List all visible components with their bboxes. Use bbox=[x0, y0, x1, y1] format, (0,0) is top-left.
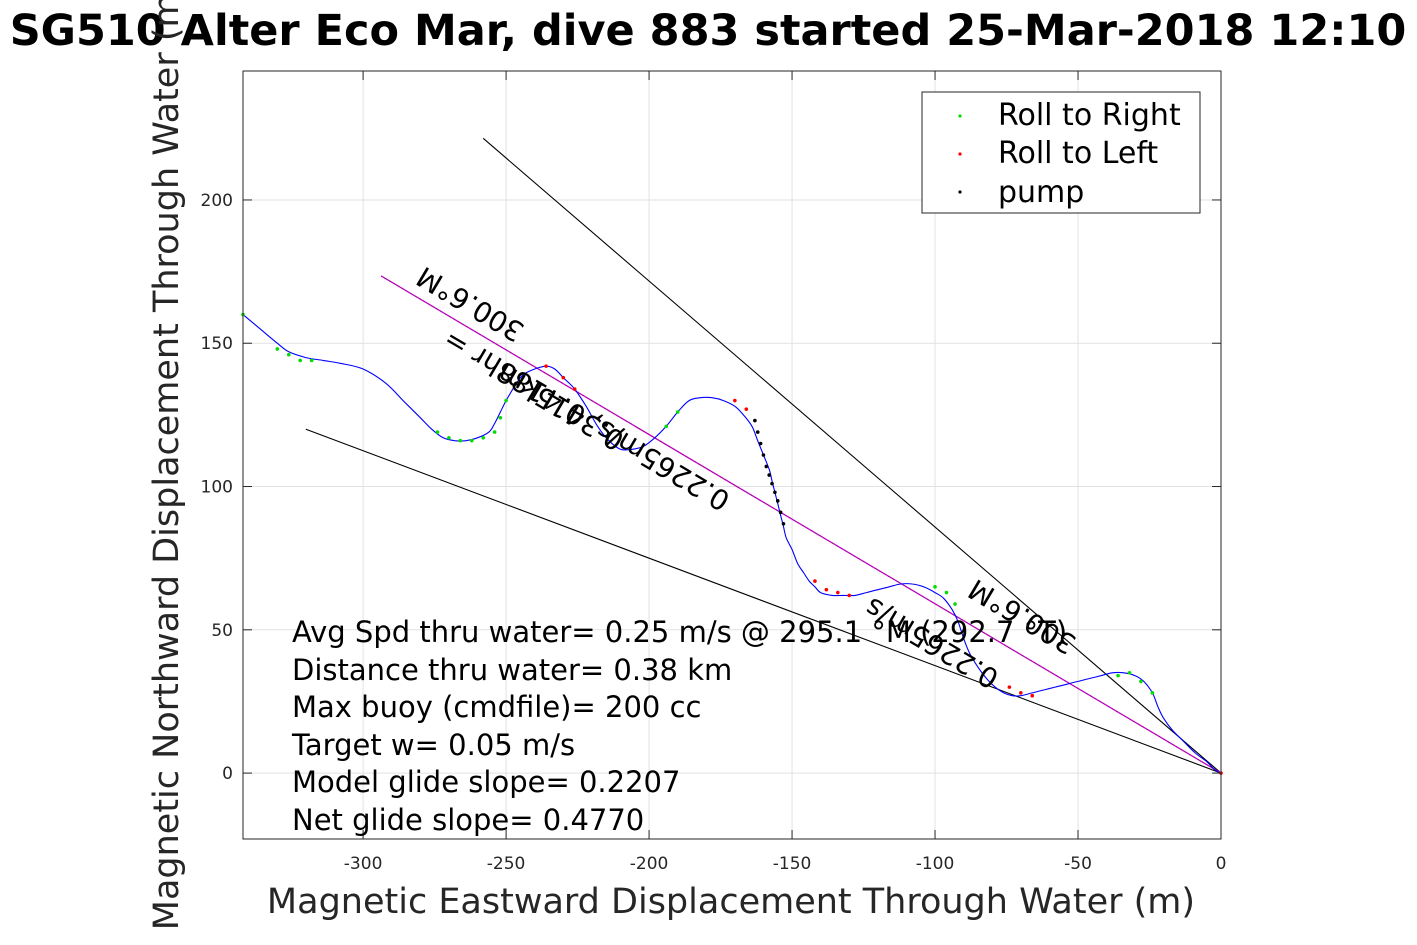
legend-label-pump: pump bbox=[998, 175, 1084, 210]
x-tick-label: -100 bbox=[916, 854, 955, 874]
roll-right-point bbox=[1150, 691, 1155, 695]
track-line bbox=[242, 314, 1222, 774]
x-tick-label: -50 bbox=[1064, 854, 1092, 874]
grid-lines bbox=[243, 71, 1222, 839]
legend-marker-roll-left bbox=[958, 152, 962, 156]
target-w-text: Target w= 0.05 m/s bbox=[291, 728, 575, 762]
legend-marker-pump bbox=[958, 190, 962, 194]
pump-point bbox=[781, 521, 786, 526]
y-tick-label: 200 bbox=[201, 191, 233, 211]
glide-bound-line bbox=[305, 428, 1222, 774]
avg-speed-text: Avg Spd thru water= 0.25 m/s @ 295.1 °M … bbox=[292, 615, 1067, 649]
pump-point bbox=[770, 481, 774, 486]
roll-right-point bbox=[458, 438, 463, 443]
roll-left-point bbox=[1030, 693, 1035, 698]
x-tick-label: 0 bbox=[1216, 854, 1227, 874]
roll-right-point bbox=[933, 585, 937, 589]
legend-label-roll-left: Roll to Left bbox=[998, 136, 1158, 171]
roll-right-point bbox=[953, 602, 957, 606]
plot-frame bbox=[242, 70, 1222, 840]
pump-point bbox=[764, 464, 769, 469]
pump-point bbox=[778, 510, 783, 515]
roll-right-point bbox=[675, 410, 680, 414]
roll-right-point bbox=[286, 352, 291, 357]
axis-ticks: -300 -250 -200 -150 -100 -50 0 0 50 100 150 200 bbox=[201, 71, 1227, 874]
y-tick-label: 150 bbox=[201, 334, 233, 354]
roll-left-point bbox=[824, 587, 829, 592]
x-tick-label: -200 bbox=[630, 854, 669, 874]
roll-right-point bbox=[1116, 673, 1120, 678]
roll-right-point bbox=[1127, 670, 1132, 675]
roll-right-point bbox=[664, 424, 669, 429]
max-buoy-text: Max buoy (cmdfile)= 200 cc bbox=[292, 690, 701, 724]
pump-point bbox=[761, 453, 766, 457]
roll-left-point bbox=[836, 590, 840, 595]
roll-left-point bbox=[733, 398, 737, 403]
stats-annotation: Avg Spd thru water= 0.25 m/s @ 295.1 °M … bbox=[291, 615, 1067, 837]
roll-right-point bbox=[498, 415, 503, 420]
series-layer bbox=[241, 137, 1223, 775]
legend-marker-roll-right bbox=[958, 114, 962, 118]
y-axis-label: Magnetic Northward Displacement Through … bbox=[147, 0, 187, 930]
chart-title: SG510 Alter Eco Mar, dive 883 started 25… bbox=[10, 6, 1407, 56]
roll-right-point bbox=[504, 398, 508, 403]
roll-right-point bbox=[447, 436, 451, 440]
roll-right-point bbox=[469, 438, 474, 443]
legend-label-roll-right: Roll to Right bbox=[998, 98, 1181, 133]
glide-bound-line bbox=[482, 137, 1222, 774]
roll-right-point bbox=[275, 347, 280, 351]
roll-right-point bbox=[1139, 679, 1143, 684]
roll-right-point bbox=[944, 590, 949, 595]
roll-right-point bbox=[435, 430, 440, 434]
roll-right-point bbox=[309, 358, 314, 363]
legend: Roll to Right Roll to Left pump bbox=[921, 91, 1201, 214]
heading-line bbox=[380, 275, 1222, 774]
net-glide-slope-text: Net glide slope= 0.4770 bbox=[292, 803, 644, 837]
pump-point bbox=[753, 418, 757, 423]
roll-left-point bbox=[1007, 685, 1012, 689]
y-tick-label: 50 bbox=[211, 621, 233, 641]
x-tick-label: -250 bbox=[487, 854, 526, 874]
roll-left-point bbox=[572, 387, 577, 391]
model-glide-slope-text: Model glide slope= 0.2207 bbox=[292, 765, 680, 799]
x-tick-label: -300 bbox=[344, 854, 383, 874]
x-tick-label: -150 bbox=[773, 854, 812, 874]
roll-left-point bbox=[847, 593, 852, 598]
roll-left-point bbox=[813, 579, 817, 583]
pump-point bbox=[773, 490, 777, 495]
x-axis-label: Magnetic Eastward Displacement Through W… bbox=[267, 882, 1195, 922]
roll-left-point bbox=[561, 375, 566, 380]
y-tick-label: 0 bbox=[222, 764, 233, 784]
roll-right-point bbox=[481, 436, 486, 440]
roll-left-point bbox=[544, 364, 548, 368]
roll-left-point bbox=[1019, 691, 1023, 695]
pump-point bbox=[755, 430, 760, 434]
pump-point bbox=[758, 441, 763, 446]
roll-left-point bbox=[744, 407, 749, 411]
roll-right-point bbox=[492, 430, 497, 434]
legend-box bbox=[921, 91, 1201, 214]
distance-text: Distance thru water= 0.38 km bbox=[292, 653, 732, 687]
y-tick-label: 100 bbox=[201, 478, 233, 498]
roll-right-point bbox=[298, 358, 302, 363]
pump-point bbox=[767, 473, 771, 477]
pump-point bbox=[775, 499, 780, 503]
